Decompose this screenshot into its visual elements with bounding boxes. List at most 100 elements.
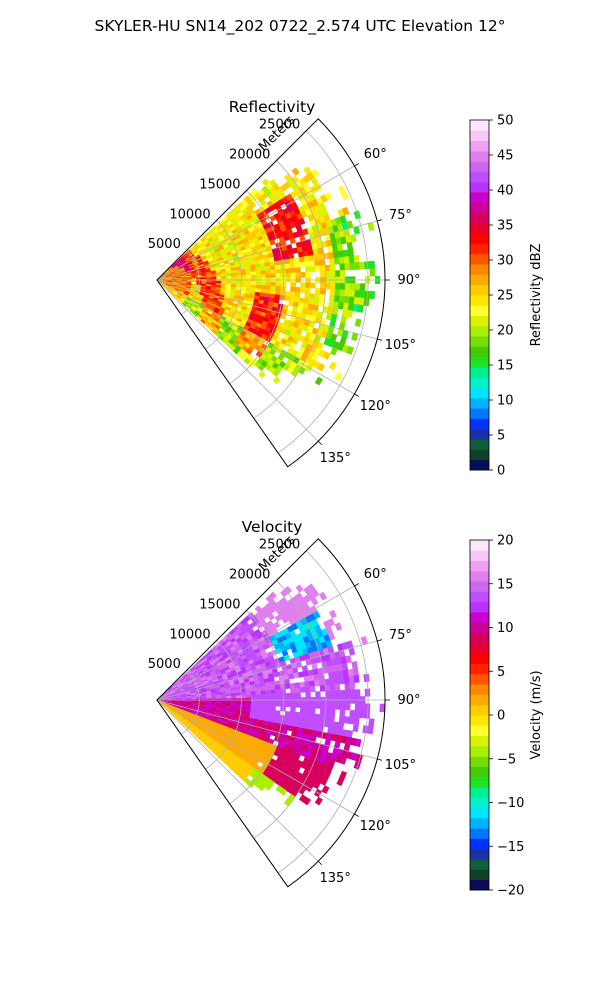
colorbar-segment	[470, 253, 489, 265]
colorbar-segment	[470, 591, 489, 603]
azimuth-tick	[317, 860, 323, 866]
range-ring	[180, 669, 200, 735]
colorbar-segment	[470, 869, 489, 881]
colorbar-segment	[470, 305, 489, 316]
azimuth-tick-label: 75°	[389, 628, 412, 643]
azimuth-spoke	[156, 699, 319, 862]
azimuth-spoke	[156, 279, 355, 395]
colorbar: −20 −15 −10 −5 0 5 10 15 20 Velocity (m/s)	[469, 534, 544, 899]
range-ring	[229, 610, 285, 805]
colorbar-tick-label: −20	[497, 884, 524, 899]
colorbar-segment	[470, 264, 489, 275]
colorbar-segment	[470, 642, 489, 654]
colorbar-tick-label: −15	[497, 840, 524, 855]
azimuth-tick	[317, 440, 323, 446]
colorbar-segment	[470, 140, 489, 152]
colorbar-segment	[470, 459, 489, 471]
colorbar-segment	[470, 150, 489, 162]
velocity-panel: Velocity 60° 75° 90° 105° 120° 135° 5000 10000 1…	[148, 518, 544, 899]
radial-tick-label: 25000	[259, 538, 300, 553]
colorbar-segment	[470, 202, 489, 214]
azimuth-tick	[354, 813, 359, 817]
colorbar-segment	[470, 653, 489, 664]
reflectivity-panel: Reflectivity 60° 75° 90° 105° 120° 135° 5000 10…	[148, 98, 544, 479]
range-ring	[277, 550, 369, 874]
colorbar-tick-label: 45	[497, 149, 514, 164]
colorbar-segment	[470, 274, 489, 286]
colorbar-segment	[470, 704, 489, 716]
azimuth-tick-label: 135°	[320, 871, 351, 886]
colorbar-segment	[470, 725, 489, 736]
colorbar-segment	[470, 848, 489, 860]
colorbar-segment	[470, 745, 489, 757]
colorbar-tick-label: 10	[497, 621, 514, 636]
range-ring	[205, 640, 242, 770]
sector-outline	[156, 538, 386, 888]
colorbar-segment	[470, 766, 489, 778]
azimuth-tick-label: 60°	[364, 567, 387, 582]
polar-grid	[156, 550, 385, 874]
radial-tick-label: 25000	[259, 118, 300, 133]
colorbar-segment	[470, 387, 489, 399]
azimuth-spoke	[156, 279, 378, 340]
colorbar-segment	[470, 284, 489, 296]
colorbar-label: Velocity (m/s)	[529, 670, 544, 759]
range-ring	[229, 190, 285, 385]
colorbar-tick-label: 20	[497, 324, 514, 339]
colorbar-segment	[470, 192, 489, 203]
colorbar-segment	[470, 570, 489, 582]
colorbar-segment	[470, 212, 489, 224]
colorbar-tick-label: 0	[497, 464, 505, 479]
colorbar-segment	[470, 838, 489, 850]
radial-tick-label: 20000	[229, 568, 270, 583]
azimuth-tick-label: 75°	[389, 208, 412, 223]
colorbar-segment	[470, 715, 489, 726]
colorbar-tick-label: 20	[497, 534, 514, 549]
radial-tick-label: 15000	[199, 177, 240, 192]
colorbar-segment	[470, 622, 489, 634]
azimuth-tick	[354, 163, 359, 167]
colorbar-segment	[470, 787, 489, 798]
panel-title: Velocity	[242, 518, 303, 536]
colorbar-segment	[470, 367, 489, 378]
colorbar-segment	[470, 418, 489, 430]
azimuth-tick-label: 60°	[364, 147, 387, 162]
figure-title: SKYLER-HU SN14_202 0722_2.574 UTC Elevat…	[95, 17, 506, 36]
colorbar-tick-label: 10	[497, 394, 514, 409]
colorbar-segment	[470, 550, 489, 561]
colorbar-tick-label: 15	[497, 359, 514, 374]
azimuth-tick-label: 105°	[385, 758, 416, 773]
colorbar-segment	[470, 120, 489, 131]
colorbar-segment	[470, 171, 489, 183]
colorbar-tick-label: 35	[497, 219, 514, 234]
colorbar-segment	[470, 673, 489, 685]
azimuth-tick-label: 120°	[360, 819, 391, 834]
azimuth-spoke	[156, 165, 355, 281]
colorbar-segment	[470, 797, 489, 809]
colorbar-segment	[470, 428, 489, 440]
azimuth-spoke	[156, 699, 378, 760]
polar-plot: 60° 75° 90° 105° 120° 135° 5000 10000 15000 20000…	[148, 533, 421, 888]
colorbar-segment	[470, 694, 489, 706]
radial-tick-label: 20000	[229, 148, 270, 163]
colorbar-tick-label: −5	[497, 752, 516, 767]
colorbar-segment	[470, 581, 489, 592]
radar-field	[156, 166, 381, 386]
colorbar-tick-label: 25	[497, 289, 514, 304]
colorbar-tick-label: −10	[497, 796, 524, 811]
colorbar-segment	[470, 859, 489, 870]
colorbar-segment	[470, 295, 489, 306]
colorbar-segment	[470, 439, 489, 450]
colorbar-segment	[470, 397, 489, 409]
azimuth-tick-label: 135°	[320, 451, 351, 466]
colorbar: 0 5 10 15 20 25 30 35 40 45 50 Reflectivity dBZ	[469, 114, 544, 479]
colorbar-tick-label: 5	[497, 429, 505, 444]
radial-tick-label: 15000	[199, 597, 240, 612]
azimuth-tick	[377, 338, 383, 341]
colorbar-segment	[470, 161, 489, 172]
range-ring	[253, 160, 327, 419]
colorbar-segment	[470, 735, 489, 747]
colorbar-tick-label: 5	[497, 665, 505, 680]
azimuth-tick-label: 120°	[360, 399, 391, 414]
